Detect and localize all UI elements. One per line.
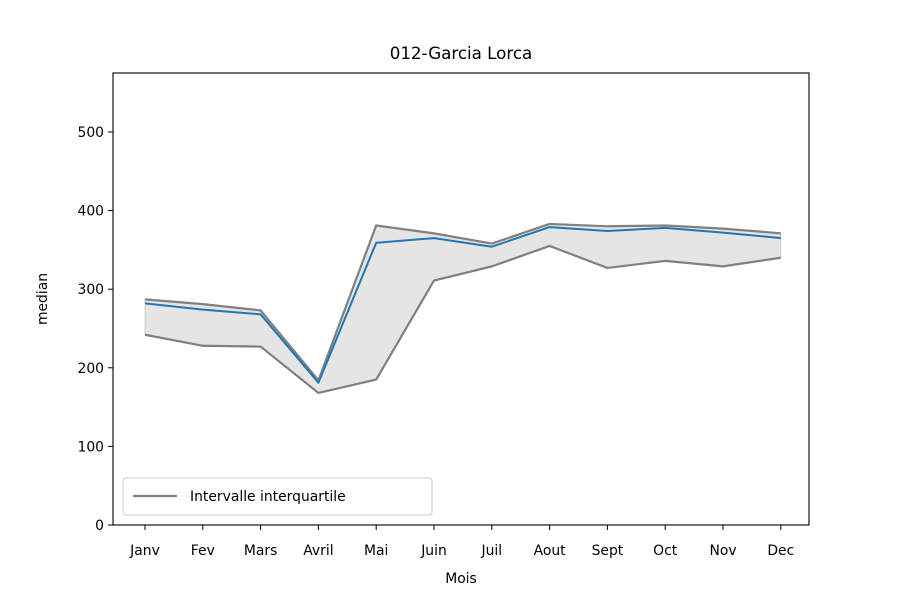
plot-area xyxy=(144,222,782,395)
x-tick-label-mars: Mars xyxy=(244,543,277,559)
legend-label-interquartile: Intervalle interquartile xyxy=(190,489,346,505)
x-axis: Janv Fev Mars Avril Mai Juin Juil Aout Sept Oct No… xyxy=(129,525,794,559)
x-tick-label-aout: Aout xyxy=(534,543,567,559)
x-tick-label-nov: Nov xyxy=(709,543,736,559)
x-tick-label-janv: Janv xyxy=(129,543,160,559)
chart-title: 012-Garcia Lorca xyxy=(390,43,533,63)
y-tick-label-400: 400 xyxy=(77,204,104,220)
y-tick-label-200: 200 xyxy=(77,361,104,377)
x-tick-label-juin: Juin xyxy=(420,543,447,559)
x-tick-label-oct: Oct xyxy=(653,543,678,559)
legend: Intervalle interquartile xyxy=(122,477,433,516)
x-tick-label-juil: Juil xyxy=(480,543,502,559)
y-tick-label-300: 300 xyxy=(77,282,104,298)
x-tick-label-avril: Avril xyxy=(303,543,333,559)
x-tick-label-sept: Sept xyxy=(592,543,624,559)
x-tick-label-mai: Mai xyxy=(364,543,388,559)
y-tick-label-0: 0 xyxy=(95,518,104,534)
x-tick-label-dec: Dec xyxy=(767,543,794,559)
q1-line xyxy=(144,244,781,395)
x-tick-label-fev: Fev xyxy=(191,543,215,559)
y-tick-label-500: 500 xyxy=(77,125,104,141)
y-axis-title: median xyxy=(35,273,51,325)
legend-box xyxy=(122,477,433,516)
y-tick-label-100: 100 xyxy=(77,439,104,455)
y-axis: 0 100 200 300 400 500 xyxy=(77,125,113,534)
q3-line xyxy=(144,222,781,382)
x-axis-title: Mois xyxy=(445,571,477,587)
median-line xyxy=(144,226,781,384)
plot-frame xyxy=(112,72,810,526)
